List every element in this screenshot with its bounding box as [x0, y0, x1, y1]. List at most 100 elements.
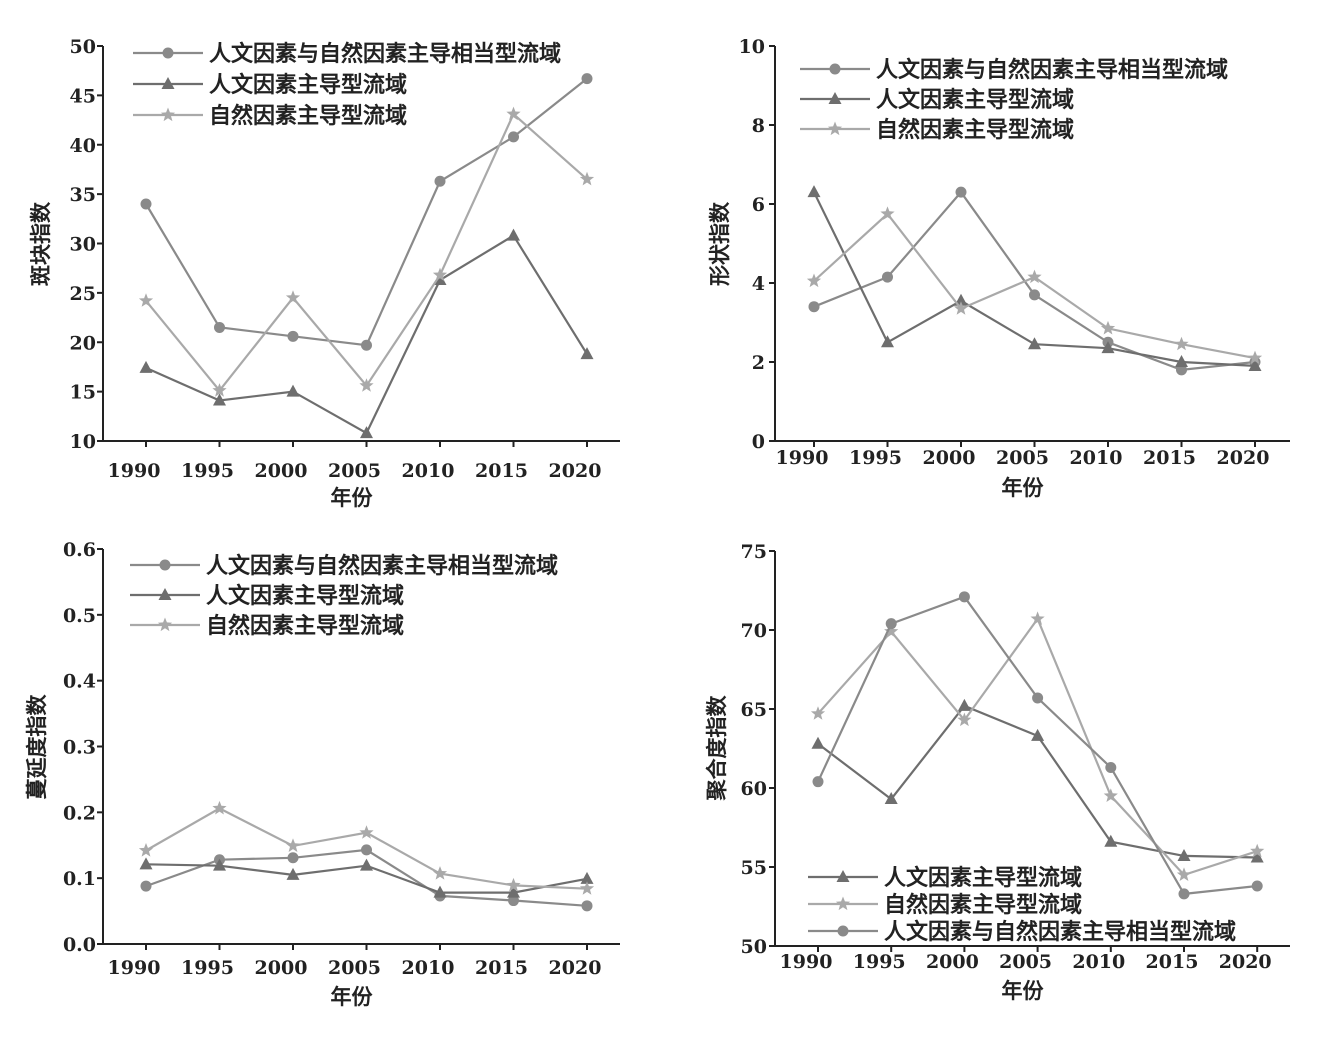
point-human	[213, 858, 226, 871]
chart-shape: 0 2 4 6 8 10 1990 1995 2000 2005 2010 2015 2020 年份 形状指…	[707, 36, 1290, 500]
point-balanced	[1029, 289, 1040, 301]
series-line-balanced	[145, 848, 588, 907]
y-axis-title: 斑块指数	[28, 201, 53, 286]
x-tick-label: 2000	[923, 447, 976, 469]
legend-label-natural: 自然因素主导型流域	[209, 103, 407, 129]
point-human	[807, 185, 821, 198]
point-natural	[506, 106, 521, 121]
point-natural	[432, 866, 448, 880]
point-balanced	[812, 776, 824, 788]
x-tick-label: 1990	[108, 460, 161, 482]
legend-label-human: 人文因素主导型流域	[209, 72, 407, 98]
point-balanced	[214, 321, 225, 333]
point-balanced	[958, 591, 970, 603]
point-human	[580, 871, 594, 884]
y-tick-label: 35	[70, 184, 96, 206]
point-natural	[806, 273, 822, 288]
y-axis-title: 聚合度指数	[704, 695, 729, 802]
legend-label-balanced: 人文因素与自然因素主导相当型流域	[884, 919, 1236, 945]
x-tick-label: 2010	[402, 460, 455, 482]
legend-marker-balanced	[829, 63, 841, 75]
point-natural	[212, 383, 227, 397]
point-balanced	[1251, 880, 1263, 892]
point-natural	[285, 290, 301, 304]
point-balanced	[287, 852, 299, 864]
point-human	[1101, 341, 1115, 354]
legend-marker-natural	[157, 617, 173, 632]
y-axis-title: 蔓延度指数	[24, 694, 49, 800]
x-tick-label: 2020	[549, 460, 602, 482]
y-tick-label: 0.2	[63, 802, 96, 824]
series-line-natural	[813, 212, 1256, 360]
y-tick-label: 0.6	[63, 539, 96, 561]
x-tick-label: 2010	[402, 957, 455, 979]
point-natural	[810, 706, 826, 720]
point-natural	[138, 843, 154, 857]
x-tick-label: 2015	[475, 460, 528, 482]
point-natural	[212, 800, 227, 815]
y-tick-label: 45	[70, 85, 96, 107]
point-natural	[1027, 269, 1042, 284]
x-tick-label: 1990	[776, 447, 829, 469]
legend-label-human: 人文因素主导型流域	[206, 583, 404, 609]
legend-label-human: 人文因素主导型流域	[884, 865, 1082, 891]
chart-patch: 10 15 20 25 30 35 40 45 50 1990 1995 2000 2005 2010 20…	[28, 36, 620, 510]
x-tick-label: 1995	[849, 447, 902, 469]
x-tick-label: 1990	[780, 951, 833, 973]
point-balanced	[1176, 364, 1187, 376]
legend-marker-balanced	[159, 559, 171, 571]
y-tick-label: 8	[752, 115, 765, 137]
y-tick-label: 25	[70, 283, 96, 305]
point-human	[360, 858, 373, 871]
point-natural	[138, 293, 154, 307]
legend-marker-balanced	[162, 47, 174, 59]
x-tick-label: 2020	[549, 957, 602, 979]
legend-marker-human	[836, 870, 850, 882]
x-tick-label: 2015	[1143, 447, 1196, 469]
x-tick-label: 1995	[181, 460, 234, 482]
x-tick-label: 2005	[328, 957, 381, 979]
point-natural	[359, 825, 374, 839]
y-tick-label: 70	[741, 620, 767, 642]
point-natural	[1103, 788, 1118, 802]
series-line-balanced	[817, 595, 1258, 896]
y-tick-label: 0.3	[63, 737, 96, 759]
legend-label-balanced: 人文因素与自然因素主导相当型流域	[209, 41, 561, 67]
point-human	[1175, 355, 1188, 367]
point-human	[139, 360, 153, 373]
y-tick-label: 0.5	[63, 605, 96, 627]
y-tick-label: 0.0	[63, 934, 96, 956]
legend-marker-human	[158, 588, 172, 600]
legend-label-human: 人文因素主导型流域	[876, 87, 1074, 113]
point-balanced	[361, 339, 372, 351]
legend-label-natural: 自然因素主导型流域	[206, 613, 404, 639]
point-natural	[579, 881, 595, 895]
y-tick-label: 40	[70, 135, 96, 157]
point-human	[1248, 358, 1262, 371]
point-natural	[432, 267, 448, 282]
y-tick-label: 20	[70, 332, 96, 354]
point-human	[1177, 848, 1191, 861]
point-natural	[1030, 611, 1045, 625]
point-human	[433, 885, 447, 898]
point-balanced	[287, 330, 299, 342]
x-axis-title: 年份	[1002, 978, 1045, 1003]
point-human	[811, 736, 825, 749]
point-human	[884, 792, 898, 805]
y-tick-label: 15	[70, 382, 96, 404]
legend-marker-human	[828, 92, 842, 104]
point-balanced	[140, 198, 152, 210]
point-human	[286, 384, 300, 397]
point-human	[139, 857, 153, 870]
point-balanced	[508, 131, 519, 143]
point-natural	[1100, 320, 1116, 335]
point-natural	[506, 877, 521, 892]
point-balanced	[508, 895, 519, 907]
point-human	[1250, 850, 1264, 863]
x-axis-title: 年份	[331, 485, 374, 510]
x-tick-label: 2020	[1219, 951, 1272, 973]
point-balanced	[885, 618, 897, 630]
y-tick-label: 50	[741, 936, 767, 958]
x-axis-title: 年份	[331, 984, 374, 1009]
